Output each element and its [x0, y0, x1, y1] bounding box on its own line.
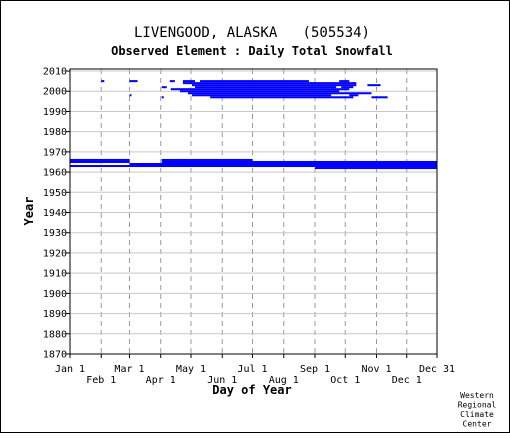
y-axis-title: Year [22, 197, 36, 226]
snowfall-bar [170, 88, 350, 91]
snowfall-bar [371, 96, 388, 99]
snowfall-bar [367, 84, 381, 87]
credit-line: Regional [458, 401, 497, 410]
snowfall-bar [200, 80, 309, 83]
snowfall-bar [191, 94, 332, 97]
vertical-gridlines [100, 69, 408, 354]
y-axis-ticks: 1870 1880 1890 1900 1910 1920 1930 1940 1950 1960… [43, 67, 70, 361]
x-tick-label: Jul 1 [237, 364, 267, 375]
snowfall-bar [195, 86, 337, 89]
x-tick-label: Oct 1 [330, 375, 360, 386]
y-tick-label: 1890 [43, 309, 67, 320]
x-tick-label: Mar 1 [114, 364, 144, 375]
snowfall-bar [341, 86, 354, 89]
x-tick-label: Dec 31 [419, 364, 455, 375]
snowfall-bar [339, 80, 350, 83]
y-tick-label: 1960 [43, 168, 67, 179]
snowfall-bar [315, 167, 437, 170]
x-tick-label: Feb 1 [86, 375, 116, 386]
snowfall-bar [210, 96, 354, 99]
credit-line: Climate [460, 410, 494, 419]
snowfall-bar [169, 80, 175, 83]
credit-line: Western [460, 391, 494, 400]
x-tick-label: Jun 1 [207, 375, 237, 386]
y-tick-label: 1870 [43, 350, 67, 361]
x-axis-ticks: Jan 1 Mar 1 May 1 Jul 1 Sep 1 Nov 1 Dec 31 Feb … [55, 354, 455, 386]
x-tick-label: Dec 1 [392, 375, 422, 386]
snowfall-bar [70, 158, 130, 161]
snowfall-bars [70, 80, 437, 170]
x-tick-label: Sep 1 [300, 364, 330, 375]
snowfall-bar [129, 94, 132, 97]
snowfall-bar [179, 90, 340, 93]
snowfall-bar [182, 82, 357, 85]
y-tick-label: 1920 [43, 248, 67, 259]
snowfall-bar [187, 92, 372, 95]
y-tick-label: 2000 [43, 87, 67, 98]
x-tick-label: Apr 1 [146, 375, 176, 386]
y-tick-label: 1900 [43, 289, 67, 300]
x-tick-label: Nov 1 [361, 364, 391, 375]
snowfall-bar [191, 84, 357, 87]
plot-area-border [69, 68, 438, 355]
y-tick-label: 1970 [43, 147, 67, 158]
y-tick-label: 1880 [43, 329, 67, 340]
snowfall-bar [349, 94, 359, 97]
chart-title: LIVENGOOD, ALASKA (505534) [134, 25, 370, 41]
y-tick-label: 1930 [43, 228, 67, 239]
x-tick-label: Jan 1 [55, 364, 85, 375]
snowfall-bar [70, 165, 130, 168]
snowfall-bar [70, 160, 130, 163]
credit-line: Center [463, 420, 492, 429]
snowfall-bar [129, 162, 437, 166]
x-axis-title: Day of Year [212, 383, 291, 397]
y-tick-label: 1980 [43, 127, 67, 138]
chart-subtitle: Observed Element : Daily Total Snowfall [111, 44, 393, 58]
x-tick-label: Aug 1 [269, 375, 299, 386]
snowfall-bar [161, 160, 437, 163]
y-tick-label: 1940 [43, 208, 67, 219]
y-tick-label: 2010 [43, 67, 67, 78]
snowfall-bar [129, 80, 138, 83]
snowfall-bar [161, 96, 164, 99]
snowfall-bar [182, 80, 196, 83]
y-tick-label: 1990 [43, 107, 67, 118]
snowfall-bar [161, 158, 253, 161]
snowfall-bar [101, 80, 105, 83]
snowfall-bar [129, 165, 437, 168]
x-tick-label: May 1 [176, 364, 206, 375]
y-tick-label: 1950 [43, 188, 67, 199]
y-tick-label: 1910 [43, 269, 67, 280]
snowfall-bar [161, 86, 167, 89]
